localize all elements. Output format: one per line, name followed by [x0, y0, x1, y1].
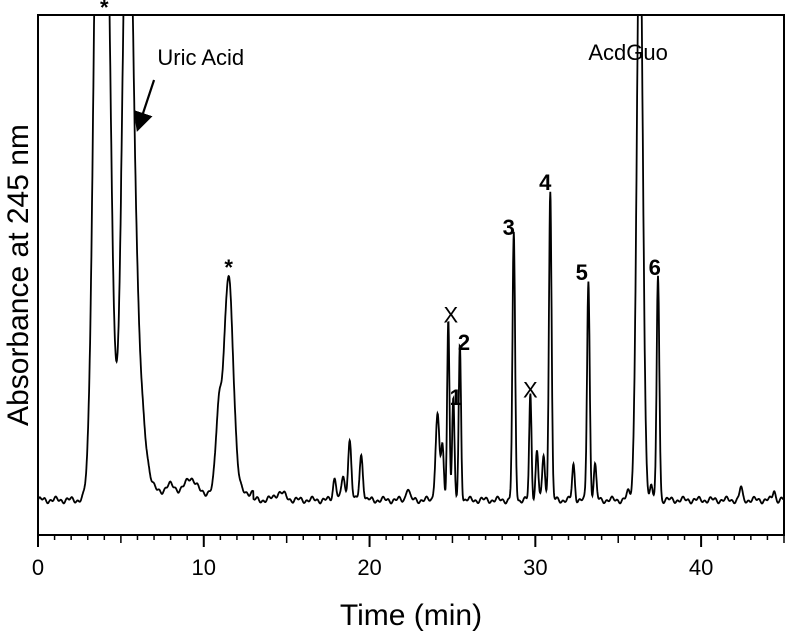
chromatogram-trace: [38, 15, 784, 505]
plot-frame: [37, 14, 785, 536]
peak-annotation: *: [100, 0, 109, 20]
uric-acid-arrow: [133, 79, 156, 132]
x-tick-label: 40: [689, 555, 713, 580]
x-tick-label: 30: [523, 555, 547, 580]
peak-annotation: X: [523, 378, 538, 403]
x-tick-label: 10: [192, 555, 216, 580]
peak-annotation: X: [443, 303, 458, 328]
peak-annotation: 5: [576, 260, 588, 285]
peak-annotation: *: [224, 255, 233, 280]
peak-annotation: AcdGuo: [588, 40, 668, 65]
peak-annotation: Uric Acid: [157, 45, 244, 70]
peak-annotation: 3: [503, 215, 515, 240]
peak-annotation: 6: [649, 255, 661, 280]
x-tick-label: 0: [32, 555, 44, 580]
x-axis-title: Time (min): [340, 599, 482, 632]
x-tick-label: 20: [357, 555, 381, 580]
peak-annotation: 1: [450, 385, 462, 410]
peak-annotation: 4: [539, 170, 552, 195]
peak-annotation: 2: [458, 330, 470, 355]
y-axis-title: Absorbance at 245 nm: [2, 124, 35, 426]
